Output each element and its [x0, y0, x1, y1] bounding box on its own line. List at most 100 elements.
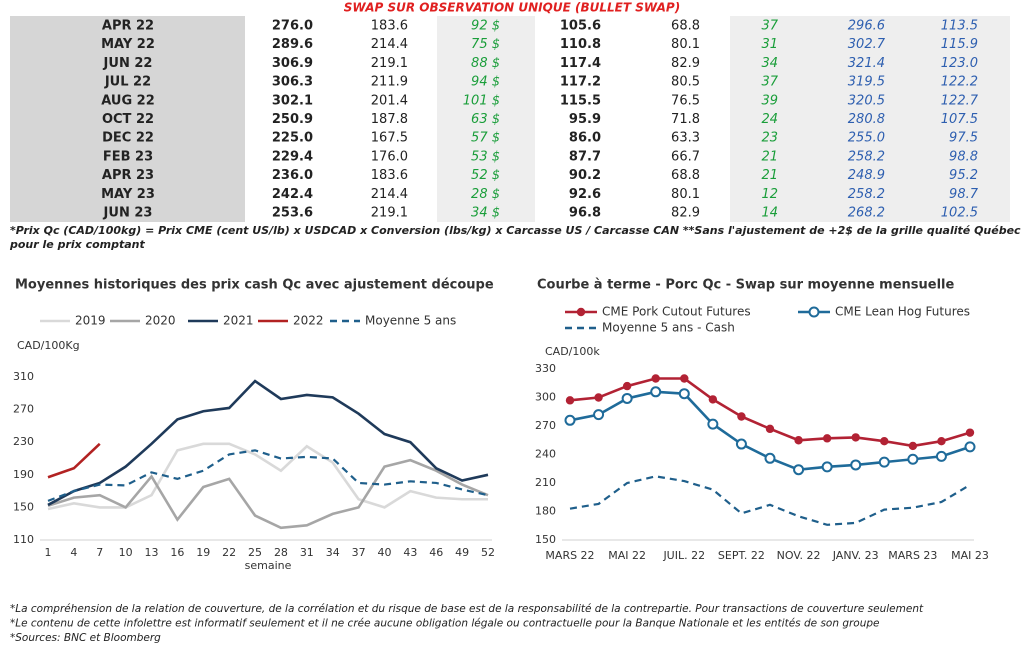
table-cell: 302.7: [848, 37, 886, 52]
table-cell: 66.7: [671, 149, 700, 164]
table-note: pour le prix comptant: [9, 238, 145, 251]
table-cell: 296.6: [848, 19, 885, 34]
legend-label: 2019: [75, 314, 106, 328]
table-cell: 122.7: [941, 93, 979, 108]
y-tick-label: 300: [535, 391, 556, 404]
legend-label: 2022: [293, 314, 324, 328]
x-tick-label: 25: [248, 546, 262, 559]
point: [651, 374, 660, 383]
table-cell: MAY 22: [101, 37, 155, 52]
table-cell: 102.5: [941, 206, 978, 221]
table-cell: 95.9: [569, 112, 601, 127]
table-cell: 71.8: [671, 112, 700, 127]
point: [621, 392, 633, 404]
x-tick-label: 7: [96, 546, 103, 559]
table-cell: 98.7: [949, 187, 979, 202]
table-cell: 80.5: [671, 75, 700, 90]
table-cell: 96.8: [569, 206, 601, 221]
table-cell: 21: [761, 168, 778, 183]
table-cell: 31: [761, 37, 778, 52]
series-line: [47, 379, 489, 507]
table-cell: 34 $: [471, 206, 500, 221]
table-cell: 94 $: [471, 75, 500, 90]
table-cell: 98.8: [949, 149, 978, 164]
table-cell: JUN 23: [103, 206, 153, 221]
table-cell: 52 $: [471, 168, 500, 183]
table-cell: 219.1: [371, 206, 408, 221]
table-cell: 101 $: [463, 93, 500, 108]
y-axis-label: CAD/100k: [545, 345, 600, 358]
x-tick-label: 34: [326, 546, 340, 559]
point: [564, 414, 576, 426]
table-cell: 123.0: [941, 56, 978, 71]
table-cell: 122.2: [941, 75, 978, 90]
point: [965, 428, 975, 437]
table-note: *Prix Qc (CAD/100kg) = Prix CME (cent US…: [10, 224, 1021, 237]
table-cell: 75 $: [471, 37, 500, 52]
table-cell: 28 $: [471, 187, 500, 202]
point: [850, 459, 862, 471]
table-cell: 258.2: [848, 149, 885, 164]
table-cell: 250.9: [272, 112, 313, 127]
series-line: [47, 449, 489, 502]
table-cell: 37: [761, 75, 778, 90]
point: [594, 393, 603, 402]
legend-label: Moyenne 5 ans - Cash: [602, 321, 735, 335]
table-cell: 39: [761, 93, 778, 108]
chart-title: Courbe à terme - Porc Qc - Swap sur moye…: [537, 278, 955, 293]
legend-label: 2021: [223, 314, 254, 328]
legend-label: CME Lean Hog Futures: [835, 305, 970, 319]
footnote: *Le contenu de cette infolettre est info…: [10, 618, 880, 630]
point: [593, 409, 605, 421]
point: [680, 374, 689, 383]
month-col-bg: [10, 16, 245, 222]
x-tick-label: 10: [119, 546, 133, 559]
x-tick-label: MARS 22: [545, 549, 594, 562]
table-cell: 320.5: [848, 93, 885, 108]
table-cell: APR 23: [102, 168, 154, 183]
point: [764, 452, 776, 464]
legend-marker: [576, 307, 586, 317]
table-cell: DEC 22: [102, 131, 154, 146]
x-tick-label: 46: [429, 546, 443, 559]
table-cell: FEB 23: [103, 149, 153, 164]
x-tick-label: JUIL. 22: [662, 549, 705, 562]
table-cell: 37: [761, 19, 778, 34]
table-cell: 276.0: [272, 19, 313, 34]
point: [937, 437, 946, 446]
x-axis-label: semaine: [245, 559, 292, 572]
point: [737, 412, 746, 421]
x-tick-label: NOV. 22: [777, 549, 821, 562]
table-cell: 117.4: [560, 56, 601, 71]
point: [851, 433, 860, 442]
y-tick-label: 240: [535, 448, 556, 461]
series-line: [47, 442, 488, 511]
y-tick-label: 330: [535, 362, 556, 375]
point: [907, 453, 919, 465]
table-cell: 115.5: [560, 93, 601, 108]
legend-label: Moyenne 5 ans: [365, 314, 456, 328]
table-cell: 21: [761, 149, 778, 164]
table-cell: 255.0: [848, 131, 885, 146]
y-tick-label: 310: [13, 370, 34, 383]
y-tick-label: 270: [535, 419, 556, 432]
footnote: *La compréhension de la relation de couv…: [10, 603, 924, 615]
table-cell: 86.0: [569, 131, 601, 146]
y-tick-label: 180: [535, 505, 556, 518]
point: [821, 461, 833, 473]
y-tick-label: 190: [13, 468, 34, 481]
table-cell: 80.1: [671, 37, 700, 52]
table-cell: 68.8: [671, 19, 700, 34]
y-tick-label: 270: [13, 403, 34, 416]
x-tick-label: 4: [70, 546, 77, 559]
table-cell: 302.1: [272, 93, 313, 108]
table-cell: 12: [761, 187, 778, 202]
x-tick-label: 1: [45, 546, 52, 559]
col-bg: [245, 16, 437, 222]
x-tick-label: 22: [222, 546, 236, 559]
table-cell: 68.8: [671, 168, 700, 183]
y-tick-label: 150: [535, 533, 556, 546]
table-cell: 248.9: [848, 168, 885, 183]
table-cell: 95.2: [949, 168, 978, 183]
